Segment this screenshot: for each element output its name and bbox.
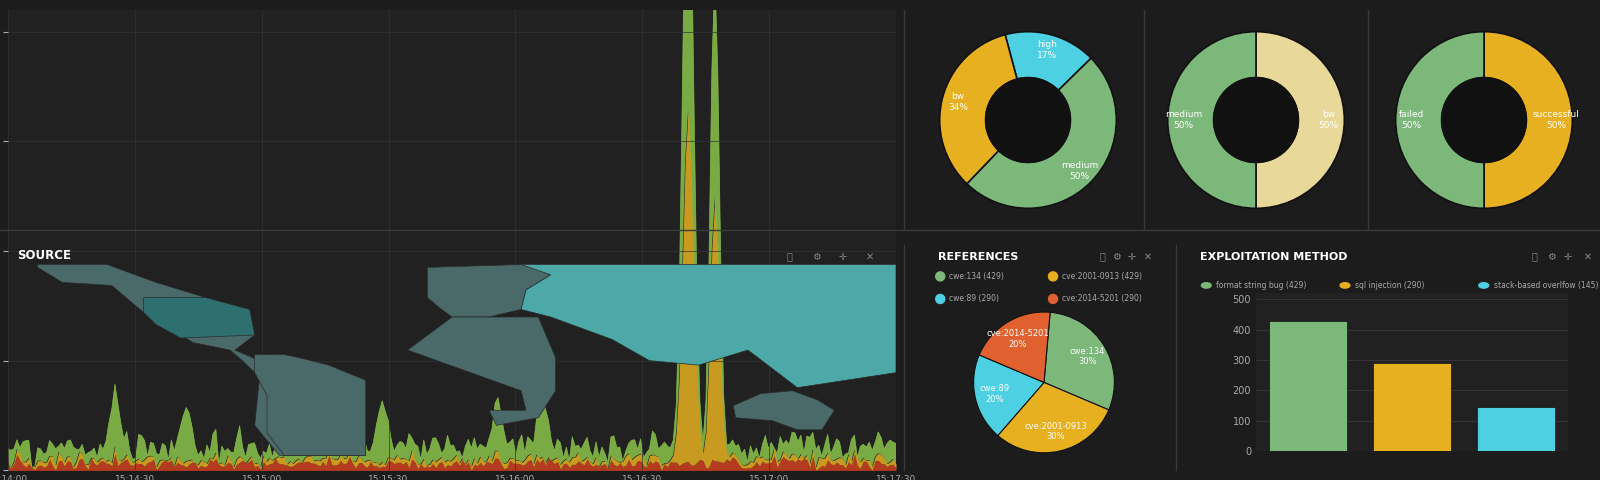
Text: ⓘ: ⓘ (1531, 252, 1538, 262)
Text: EXPLOITATION METHOD: EXPLOITATION METHOD (1200, 252, 1347, 262)
Polygon shape (38, 264, 366, 456)
Text: ✕: ✕ (866, 252, 874, 262)
Bar (1269, 321, 1347, 451)
Circle shape (986, 78, 1070, 162)
Circle shape (1202, 283, 1211, 288)
Text: ⚙: ⚙ (811, 252, 821, 262)
Wedge shape (1395, 32, 1485, 208)
Polygon shape (427, 264, 550, 317)
Circle shape (1478, 283, 1488, 288)
Wedge shape (979, 312, 1050, 383)
Text: ⚙: ⚙ (1112, 252, 1120, 262)
Wedge shape (998, 383, 1109, 453)
Text: ✛: ✛ (1563, 252, 1571, 262)
Text: cve:2001-0913 (429): cve:2001-0913 (429) (1062, 272, 1142, 281)
Text: failed
50%: failed 50% (1398, 110, 1424, 130)
Wedge shape (1256, 32, 1344, 208)
Wedge shape (1168, 32, 1256, 208)
Wedge shape (966, 58, 1117, 208)
Text: REFERENCES: REFERENCES (938, 252, 1018, 262)
Text: medium
50%: medium 50% (1165, 110, 1202, 130)
Circle shape (1048, 272, 1058, 281)
Text: ⚙: ⚙ (1547, 252, 1555, 262)
Circle shape (1048, 294, 1058, 303)
Text: cve:2014-5201 (290): cve:2014-5201 (290) (1062, 294, 1142, 303)
Circle shape (936, 294, 944, 303)
Polygon shape (733, 391, 834, 430)
Circle shape (1442, 78, 1526, 162)
Text: sql injection (290): sql injection (290) (1355, 281, 1424, 290)
Text: cve:2001-0913
30%: cve:2001-0913 30% (1024, 422, 1086, 442)
Wedge shape (1005, 32, 1091, 90)
Text: ✕: ✕ (1144, 252, 1152, 262)
Text: cwe:89 (290): cwe:89 (290) (949, 294, 1000, 303)
Text: high
17%: high 17% (1037, 40, 1058, 60)
Text: ✛: ✛ (838, 252, 846, 262)
Text: ✛: ✛ (1128, 252, 1136, 262)
Polygon shape (144, 298, 254, 338)
Text: ⓘ: ⓘ (1099, 252, 1106, 262)
Text: cwe:89
20%: cwe:89 20% (979, 384, 1010, 404)
Text: ✕: ✕ (1584, 252, 1592, 262)
Polygon shape (522, 264, 896, 388)
Bar (1373, 363, 1451, 451)
Text: bw
34%: bw 34% (947, 92, 968, 112)
Polygon shape (408, 317, 555, 425)
Text: cwe:134
30%: cwe:134 30% (1070, 347, 1106, 366)
Polygon shape (254, 355, 366, 456)
Wedge shape (1483, 32, 1573, 208)
Text: SOURCE: SOURCE (18, 249, 70, 262)
Wedge shape (939, 35, 1018, 184)
Circle shape (1214, 78, 1298, 162)
Bar (1477, 407, 1555, 451)
Text: medium
50%: medium 50% (1061, 161, 1098, 180)
Wedge shape (974, 355, 1043, 435)
Wedge shape (1043, 312, 1114, 410)
Text: format string bug (429): format string bug (429) (1216, 281, 1307, 290)
Circle shape (936, 272, 944, 281)
Text: stack-based overlfow (145): stack-based overlfow (145) (1494, 281, 1598, 290)
Text: ⓘ: ⓘ (787, 252, 792, 262)
Text: successful
50%: successful 50% (1533, 110, 1579, 130)
Text: cwe:134 (429): cwe:134 (429) (949, 272, 1005, 281)
Text: cve:2014-5201
20%: cve:2014-5201 20% (987, 329, 1050, 348)
Circle shape (1341, 283, 1350, 288)
Text: bw
50%: bw 50% (1318, 110, 1339, 130)
